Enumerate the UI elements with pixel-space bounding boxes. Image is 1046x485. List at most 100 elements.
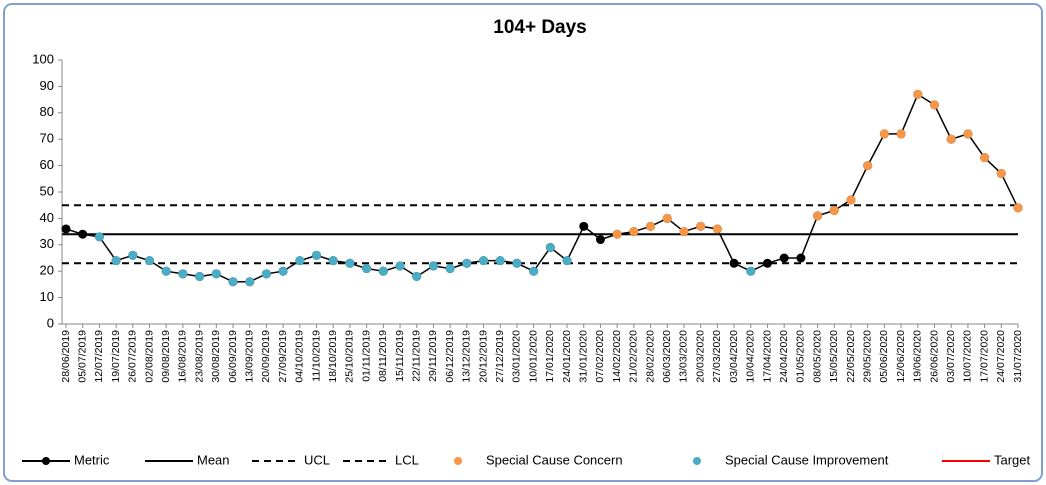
point	[428, 261, 438, 271]
point	[178, 269, 188, 279]
legend-label: LCL	[395, 452, 419, 467]
point	[462, 258, 472, 268]
x-tick-label: 10/07/2020	[962, 330, 974, 383]
legend-marker	[454, 457, 462, 465]
x-tick-label: 16/08/2019	[177, 330, 189, 383]
metric-line	[65, 93, 1019, 283]
point	[679, 227, 689, 237]
y-tick-label: 40	[40, 210, 54, 225]
point	[211, 269, 221, 279]
legend-label: Metric	[74, 452, 110, 467]
legend-marker	[693, 457, 701, 465]
point	[261, 269, 271, 279]
legend-label: Special Cause Improvement	[725, 452, 889, 467]
point	[595, 235, 605, 245]
x-tick-label: 21/02/2020	[628, 330, 640, 383]
point	[963, 129, 973, 139]
point	[746, 266, 756, 276]
x-tick-label: 03/01/2020	[511, 330, 523, 383]
x-tick-label: 06/09/2019	[227, 330, 239, 383]
x-tick-label: 25/10/2019	[344, 330, 356, 383]
point	[646, 221, 656, 231]
point	[779, 253, 789, 263]
x-tick-label: 31/07/2020	[1012, 330, 1024, 383]
x-tick-label: 09/08/2019	[160, 330, 172, 383]
y-tick-label: 70	[40, 131, 54, 146]
x-tick-label: 27/03/2020	[711, 330, 723, 383]
x-tick-label: 19/06/2020	[912, 330, 924, 383]
x-tick-label: 23/08/2019	[193, 330, 205, 383]
point	[712, 224, 722, 234]
x-tick-label: 08/05/2020	[811, 330, 823, 383]
x-tick-label: 03/04/2020	[728, 330, 740, 383]
point	[896, 129, 906, 139]
x-tick-label: 03/07/2020	[945, 330, 957, 383]
x-tick-label: 13/12/2019	[461, 330, 473, 383]
point	[495, 256, 505, 266]
x-tick-label: 01/11/2019	[360, 330, 372, 382]
x-tick-label: 10/04/2020	[745, 330, 757, 383]
y-tick-label: 90	[40, 78, 54, 93]
point	[980, 153, 990, 163]
point	[161, 266, 171, 276]
point	[629, 227, 639, 237]
x-tick-label: 02/08/2019	[143, 330, 155, 383]
point	[378, 266, 388, 276]
x-tick-label: 06/03/2020	[661, 330, 673, 383]
point	[562, 256, 572, 266]
x-tick-label: 24/07/2020	[995, 330, 1007, 383]
point	[312, 250, 322, 260]
point	[412, 271, 422, 281]
x-tick-label: 31/01/2020	[578, 330, 590, 383]
point	[796, 253, 806, 263]
point	[612, 229, 622, 239]
point	[1013, 203, 1023, 213]
x-tick-label: 24/01/2020	[561, 330, 573, 383]
y-tick-label: 0	[47, 315, 54, 330]
point	[545, 242, 555, 252]
point	[512, 258, 522, 268]
x-tick-label: 14/02/2020	[611, 330, 623, 383]
point	[295, 256, 305, 266]
x-tick-label: 28/02/2020	[644, 330, 656, 383]
x-tick-label: 06/12/2019	[444, 330, 456, 383]
x-tick-label: 19/07/2019	[110, 330, 122, 383]
x-tick-label: 13/09/2019	[244, 330, 256, 383]
point	[863, 161, 873, 171]
y-tick-label: 30	[40, 236, 54, 251]
point	[662, 213, 672, 223]
point	[813, 211, 823, 221]
point	[245, 277, 255, 287]
chart-title: 104+ Days	[493, 17, 587, 38]
legend-label: Mean	[197, 452, 230, 467]
x-tick-label: 15/05/2020	[828, 330, 840, 383]
x-tick-label: 01/05/2020	[795, 330, 807, 383]
point	[445, 264, 455, 274]
point	[395, 261, 405, 271]
point	[996, 169, 1006, 179]
x-tick-label: 15/11/2019	[394, 330, 406, 382]
point	[929, 100, 939, 110]
x-tick-label: 20/03/2020	[694, 330, 706, 383]
point	[529, 266, 539, 276]
x-tick-label: 30/08/2019	[210, 330, 222, 383]
point	[278, 266, 288, 276]
x-tick-label: 27/09/2019	[277, 330, 289, 383]
x-tick-label: 05/07/2019	[76, 330, 88, 383]
x-tick-label: 07/02/2020	[594, 330, 606, 383]
point	[145, 256, 155, 266]
point	[879, 129, 889, 139]
y-tick-label: 20	[40, 263, 54, 278]
x-tick-label: 29/11/2019	[427, 330, 439, 382]
point	[829, 205, 839, 215]
y-tick-label: 100	[32, 51, 54, 66]
x-tick-label: 12/06/2020	[895, 330, 907, 383]
x-tick-label: 20/12/2019	[477, 330, 489, 383]
point	[362, 264, 372, 274]
point	[328, 256, 338, 266]
x-tick-label: 18/10/2019	[327, 330, 339, 383]
point	[696, 221, 706, 231]
point	[128, 250, 138, 260]
x-tick-label: 27/12/2019	[494, 330, 506, 383]
